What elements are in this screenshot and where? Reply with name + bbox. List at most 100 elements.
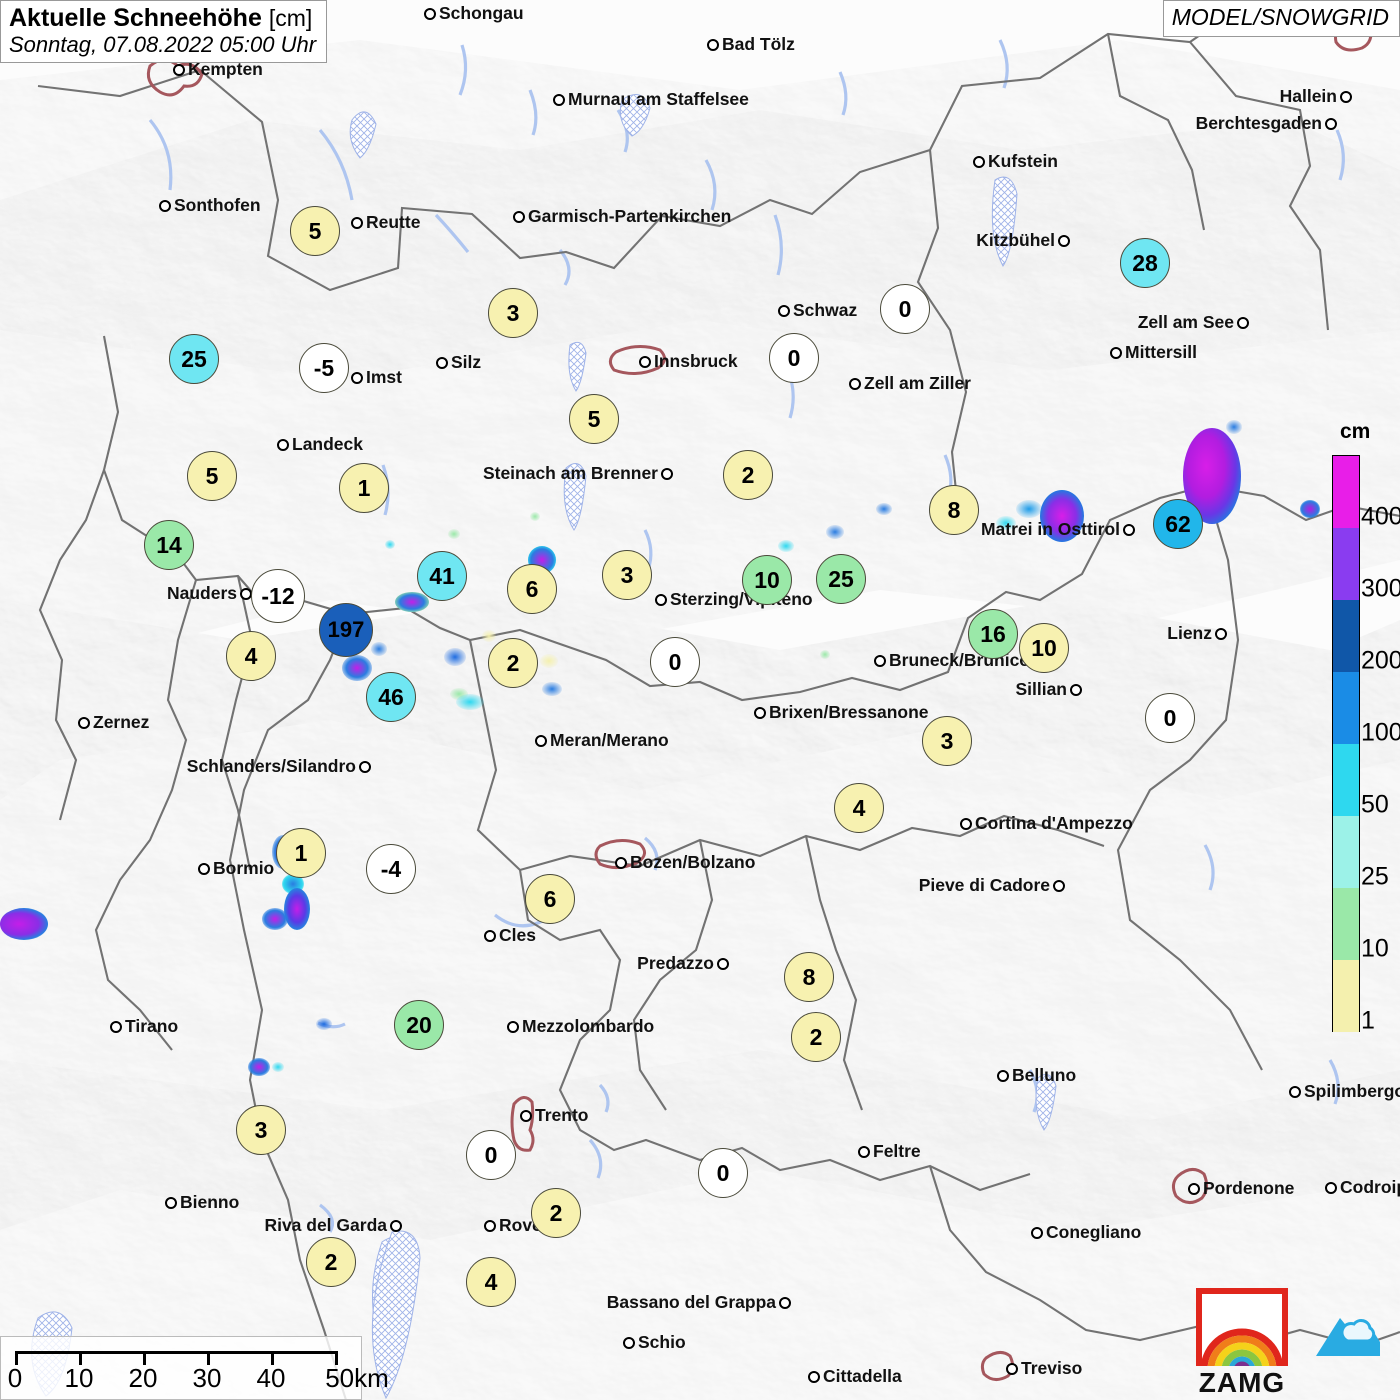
station-value-circle[interactable]: 0: [650, 637, 700, 687]
city-name: Feltre: [873, 1141, 921, 1161]
station-value-circle[interactable]: 8: [929, 485, 979, 535]
city-name: Schio: [638, 1332, 686, 1352]
city-dot-icon: [1325, 1181, 1337, 1194]
station-value-circle[interactable]: 1: [276, 828, 326, 878]
station-value-circle[interactable]: 10: [1019, 623, 1069, 673]
station-value-circle[interactable]: -5: [299, 343, 349, 393]
station-value-circle[interactable]: 25: [169, 334, 219, 384]
city-marker: Bad Tölz: [707, 35, 795, 54]
city-dot-icon: [997, 1069, 1009, 1082]
scale-tick-mark: [143, 1351, 146, 1365]
station-value-circle[interactable]: 4: [226, 631, 276, 681]
city-dot-icon: [535, 734, 547, 747]
legend-band: [1332, 816, 1360, 888]
station-value-circle[interactable]: 20: [394, 1000, 444, 1050]
city-marker: Zernez: [78, 713, 149, 732]
city-dot-icon: [165, 1196, 177, 1209]
station-value-circle[interactable]: 3: [488, 288, 538, 338]
city-dot-icon: [874, 654, 886, 667]
station-value-circle[interactable]: 0: [698, 1148, 748, 1198]
title-unit: [cm]: [268, 5, 313, 31]
city-marker: Bormio: [198, 859, 274, 878]
station-value-circle[interactable]: 41: [417, 551, 467, 601]
city-marker: Codroipo: [1325, 1178, 1400, 1197]
scale-tick-label: 50km: [325, 1363, 389, 1393]
scale-bar: 0 10 20 30 40 50km: [0, 1336, 389, 1400]
city-name: Steinach am Brenner: [482, 463, 658, 483]
station-value-circle[interactable]: 4: [834, 783, 884, 833]
zamg-wordmark: ZAMG: [1198, 1367, 1286, 1398]
city-dot-icon: [351, 216, 363, 229]
city-dot-icon: [513, 210, 525, 223]
station-value-circle[interactable]: 2: [306, 1237, 356, 1287]
city-dot-icon: [1123, 523, 1135, 536]
station-value-circle[interactable]: 0: [769, 333, 819, 383]
station-value-circle[interactable]: 2: [723, 450, 773, 500]
station-value-circle[interactable]: 2: [791, 1012, 841, 1062]
city-name: Pordenone: [1203, 1178, 1295, 1198]
station-value-circle[interactable]: 5: [290, 206, 340, 256]
station-value-circle[interactable]: -4: [366, 844, 416, 894]
station-value-circle[interactable]: 6: [507, 564, 557, 614]
city-name: Coneglianο: [1046, 1222, 1142, 1242]
station-value-circle[interactable]: 10: [742, 555, 792, 605]
city-dot-icon: [390, 1219, 402, 1232]
city-dot-icon: [615, 856, 627, 869]
station-value-circle[interactable]: 4: [466, 1257, 516, 1307]
city-dot-icon: [808, 1370, 820, 1383]
city-dot-icon: [198, 862, 210, 875]
city-dot-icon: [351, 371, 363, 384]
station-value-circle[interactable]: 0: [1145, 693, 1195, 743]
city-marker: Imst: [351, 368, 402, 387]
city-dot-icon: [1053, 879, 1065, 892]
city-dot-icon: [110, 1020, 122, 1033]
city-name: Bozen/Bolzano: [630, 852, 756, 872]
station-value-circle[interactable]: 14: [144, 520, 194, 570]
legend-band: [1332, 960, 1360, 1032]
city-dot-icon: [1237, 316, 1249, 329]
city-marker: Kempten: [173, 60, 263, 79]
station-value-circle[interactable]: 1: [339, 463, 389, 513]
station-value-circle[interactable]: 3: [602, 550, 652, 600]
station-value-circle[interactable]: 8: [784, 952, 834, 1002]
city-dot-icon: [639, 355, 651, 368]
legend-tick-label: 300: [1361, 574, 1400, 603]
station-value-circle[interactable]: 3: [236, 1105, 286, 1155]
city-marker: Reutte: [351, 213, 420, 232]
city-dot-icon: [778, 304, 790, 317]
station-value-circle[interactable]: 46: [366, 672, 416, 722]
city-marker: Pordenone: [1188, 1178, 1295, 1198]
station-value-circle[interactable]: 28: [1120, 238, 1170, 288]
city-name: Belluno: [1012, 1065, 1077, 1085]
scale-tick-mark: [335, 1351, 338, 1365]
model-label: MODEL/SNOWGRID: [1171, 4, 1389, 30]
station-value-circle[interactable]: 2: [488, 638, 538, 688]
station-value-circle[interactable]: 3: [922, 716, 972, 766]
scale-tick-mark: [271, 1351, 274, 1365]
city-marker: Kitzbühel: [470, 231, 1070, 250]
station-value-circle[interactable]: 16: [968, 609, 1018, 659]
city-marker: Steinach am Brenner: [73, 463, 673, 483]
station-value-circle[interactable]: 5: [569, 394, 619, 444]
station-value-circle[interactable]: 25: [816, 554, 866, 604]
legend-band: [1332, 455, 1360, 528]
city-marker: Sillian: [482, 680, 1082, 699]
station-value-circle[interactable]: 5: [187, 451, 237, 501]
scale-bar-rule: [15, 1351, 335, 1366]
station-value-circle[interactable]: 6: [525, 874, 575, 924]
city-dot-icon: [159, 199, 171, 212]
city-dot-icon: [973, 155, 985, 168]
station-value-circle[interactable]: 197: [319, 603, 373, 657]
station-value-circle[interactable]: 0: [466, 1130, 516, 1180]
station-value-circle[interactable]: -12: [251, 569, 305, 623]
city-name: Riva del Garda: [264, 1215, 387, 1235]
city-dot-icon: [553, 93, 565, 106]
station-value-circle[interactable]: 2: [531, 1188, 581, 1238]
zamg-logo: ZAMG: [1196, 1288, 1288, 1399]
city-dot-icon: [849, 377, 861, 390]
station-value-circle[interactable]: 62: [1153, 499, 1203, 549]
city-name: Bienno: [180, 1192, 240, 1212]
station-value-circle[interactable]: 0: [880, 284, 930, 334]
city-dot-icon: [436, 356, 448, 369]
city-dot-icon: [1058, 234, 1070, 247]
